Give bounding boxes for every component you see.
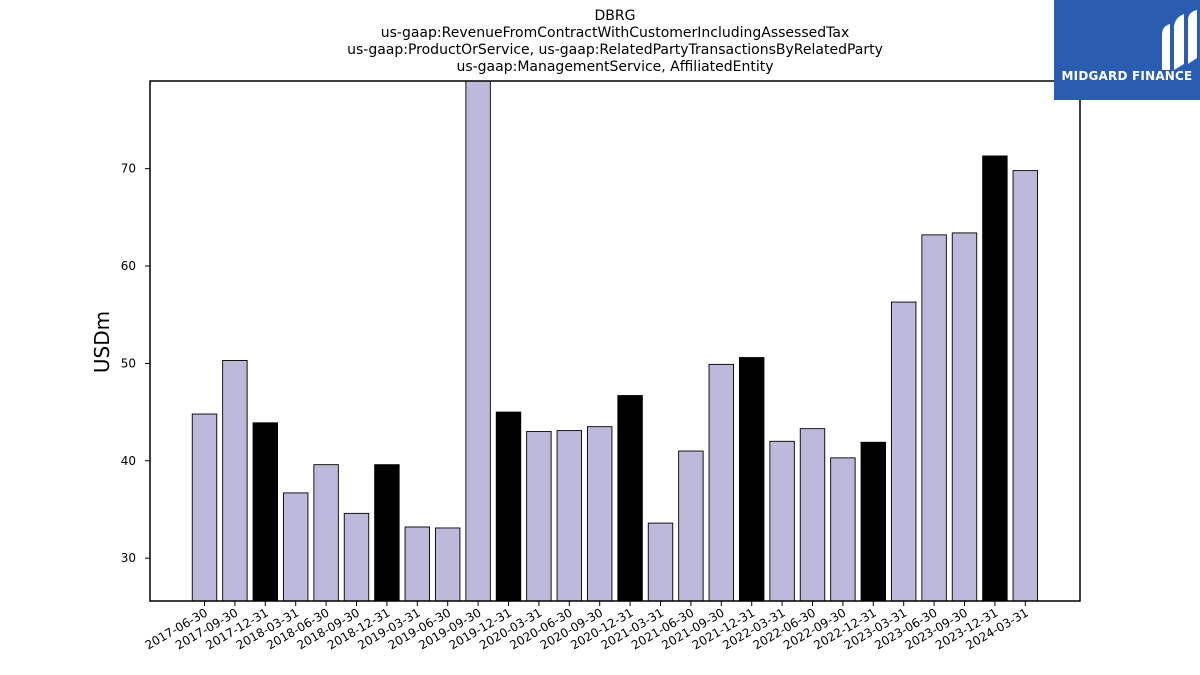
bar-2018-03-31 [283,492,309,602]
bar-2020-09-30 [587,426,613,602]
bar-2022-06-30 [799,428,826,602]
bar-2023-06-30 [921,234,947,602]
bar-2018-06-30 [313,464,339,602]
bar-2017-06-30 [191,413,218,602]
bar-2023-12-31 [982,155,1008,602]
bar-2024-03-31 [1012,170,1038,602]
y-tick-label: 30 [121,551,136,565]
bar-2019-09-30 [465,80,491,602]
bar-2023-03-31 [891,301,917,602]
plot-frame [149,80,1081,602]
bar-2021-09-30 [708,363,734,602]
bar-2022-12-31 [860,441,886,602]
y-tick-label: 60 [121,259,136,273]
bar-2020-06-30 [556,430,582,602]
bar-2018-12-31 [374,464,400,602]
bar-2022-09-30 [830,457,856,602]
chart-title-line-1: DBRG [595,8,636,24]
logo-text: MIDGARD FINANCE [1061,69,1193,83]
bar-2019-12-31 [495,411,522,602]
bar-2018-09-30 [343,512,370,602]
chart-title-line-4: us-gaap:ManagementService, AffiliatedEnt… [456,59,773,75]
bar-2021-03-31 [647,522,674,602]
chart-title-line-3: us-gaap:ProductOrService, us-gaap:Relate… [347,42,883,58]
bar-2020-03-31 [526,431,552,602]
bar-2021-06-30 [678,450,704,602]
bar-2021-12-31 [739,357,765,602]
x-axis: 2017-06-302017-09-302017-12-312018-03-31… [143,601,1031,652]
midgard-finance-logo: MIDGARD FINANCE [1054,0,1200,100]
chart-title: DBRG us-gaap:RevenueFromContractWithCust… [347,8,883,75]
bar-2022-03-31 [769,440,795,602]
y-axis-label: USDm [90,311,114,373]
y-tick-label: 70 [121,162,136,176]
bars-group [191,80,1038,602]
logo-mark-icon [1162,10,1197,70]
bar-2019-06-30 [435,527,461,602]
bar-2017-09-30 [222,360,248,602]
y-tick-label: 40 [121,454,136,468]
bar-2017-12-31 [252,422,279,602]
chart-title-line-2: us-gaap:RevenueFromContractWithCustomerI… [381,25,850,41]
y-axis: 30 40 50 60 70 [121,162,150,565]
bar-2020-12-31 [617,395,643,602]
bar-2023-09-30 [951,232,978,602]
y-tick-label: 50 [121,356,136,370]
bar-2019-03-31 [404,526,430,602]
